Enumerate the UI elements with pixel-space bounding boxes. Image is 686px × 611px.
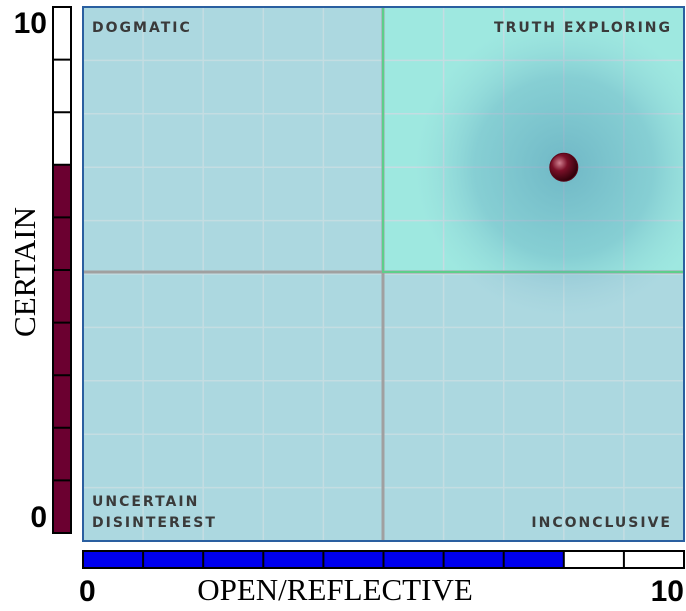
x-axis-label: OPEN/REFLECTIVE — [197, 572, 473, 607]
quadrant-label: TRUTH EXPLORING — [494, 20, 672, 36]
quadrant-label: DOGMATIC — [92, 20, 192, 36]
x-tick-label: 10 — [651, 575, 684, 608]
point — [550, 153, 578, 181]
quadrant-label: DISINTEREST — [92, 515, 217, 531]
page: {"chart_data": {"type": "scatter", "x_la… — [0, 0, 686, 611]
y-tick-label: 0 — [30, 501, 47, 534]
chart: DOGMATIC TRUTH EXPLORING UNCERTAIN DISIN… — [0, 0, 686, 611]
quadrant-label: INCONCLUSIVE — [531, 515, 672, 531]
y-tick-label: 10 — [14, 7, 47, 40]
x-tick-label: 0 — [79, 575, 96, 608]
y-gauge-fill — [53, 165, 71, 533]
quadrant-label: UNCERTAIN — [92, 494, 199, 510]
y-axis-label: CERTAIN — [7, 207, 42, 337]
